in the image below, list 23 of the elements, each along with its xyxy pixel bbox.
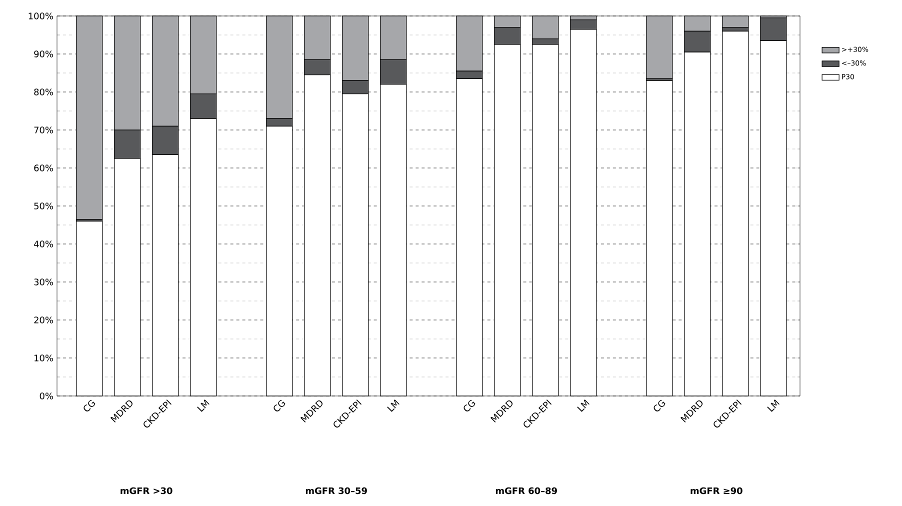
x-tick-label: LM [577, 399, 590, 412]
text: mGFR ≥90 [690, 487, 742, 494]
text: mGFR 60–89 [496, 487, 557, 494]
y-tick-label: 40% [34, 240, 53, 248]
text: mGFR 30–59 [306, 487, 367, 494]
y-tick-label: 100% [28, 12, 53, 20]
x-tick-label: LM [767, 399, 780, 412]
text: mGFR >30 [120, 487, 172, 494]
y-tick-label: 30% [34, 278, 53, 286]
y-tick-label: 90% [34, 50, 53, 58]
y-tick-label: 60% [34, 164, 53, 172]
x-tick-label: LM [197, 399, 210, 412]
y-tick-label: 70% [34, 126, 53, 134]
x-tick-label: LM [387, 399, 400, 412]
x-tick-label: CG [274, 400, 286, 412]
x-tick-label: CG [464, 400, 476, 412]
y-tick-label: 50% [34, 202, 53, 210]
x-tick-label: CG [654, 400, 666, 412]
x-tick-label: CG [84, 400, 96, 412]
y-tick-label: 10% [34, 354, 53, 362]
y-tick-label: 80% [34, 88, 53, 96]
y-tick-label: 20% [34, 316, 53, 324]
y-tick-label: 0% [40, 392, 53, 400]
